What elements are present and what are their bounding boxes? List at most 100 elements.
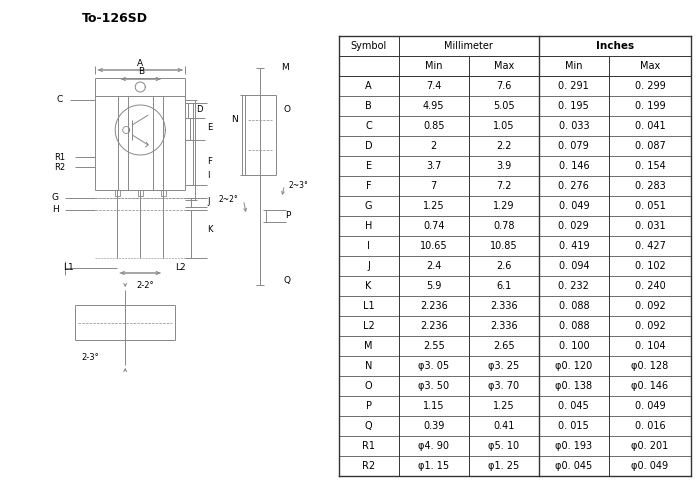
Text: 0. 427: 0. 427 [635,241,665,251]
Text: L1: L1 [363,301,374,311]
Text: A: A [365,81,372,91]
Text: 0. 088: 0. 088 [559,301,590,311]
Text: G: G [365,201,372,211]
Text: Inches: Inches [596,41,634,51]
Text: Min: Min [425,61,443,71]
Text: 0. 102: 0. 102 [635,261,665,271]
Text: 10.85: 10.85 [490,241,518,251]
Text: G: G [52,193,58,202]
Text: Max: Max [493,61,514,71]
Text: N: N [365,361,372,371]
Text: φ0. 049: φ0. 049 [631,461,669,471]
Text: 10.65: 10.65 [420,241,448,251]
Text: 2.336: 2.336 [490,301,518,311]
Text: 0. 092: 0. 092 [635,321,665,331]
Text: L1: L1 [63,263,74,272]
Text: B: B [138,67,144,76]
Text: φ1. 15: φ1. 15 [418,461,450,471]
Text: 1.25: 1.25 [423,201,445,211]
Text: O: O [365,381,372,391]
Text: Q: Q [365,421,372,431]
Text: K: K [365,281,372,291]
Text: 2.6: 2.6 [496,261,512,271]
Text: Symbol: Symbol [351,41,387,51]
Text: 0. 094: 0. 094 [559,261,590,271]
Bar [115,190,120,196]
Text: 0. 232: 0. 232 [558,281,590,291]
Text: 3.7: 3.7 [426,161,441,171]
Text: 0. 033: 0. 033 [559,121,590,131]
Text: 2.236: 2.236 [420,301,448,311]
Text: 2.65: 2.65 [493,341,514,351]
Text: 0. 049: 0. 049 [635,401,665,411]
Text: F: F [207,158,212,167]
Text: φ3. 25: φ3. 25 [488,361,519,371]
Text: φ0. 138: φ0. 138 [555,381,592,391]
Text: 0. 088: 0. 088 [559,321,590,331]
Text: E: E [207,124,212,132]
Text: L2: L2 [363,321,374,331]
Text: 0. 100: 0. 100 [559,341,590,351]
Text: 1.25: 1.25 [493,401,514,411]
Text: 2-3°: 2-3° [81,353,99,362]
Text: φ0. 193: φ0. 193 [555,441,592,451]
Text: N: N [230,116,237,124]
Text: B: B [365,101,372,111]
Text: 0. 419: 0. 419 [559,241,590,251]
Text: 2-2°: 2-2° [136,281,154,290]
Bar [138,190,143,196]
Text: 7.4: 7.4 [426,81,441,91]
Text: 2.2: 2.2 [496,141,512,151]
Text: To-126SD: To-126SD [82,11,148,24]
Text: 0. 051: 0. 051 [635,201,665,211]
Text: φ5. 10: φ5. 10 [488,441,519,451]
Text: 0. 031: 0. 031 [635,221,665,231]
Text: P: P [365,401,372,411]
Text: Millimeter: Millimeter [444,41,493,51]
Text: 3.9: 3.9 [496,161,512,171]
Text: C: C [57,96,63,105]
Text: M: M [365,341,373,351]
Text: 0. 092: 0. 092 [635,301,665,311]
Text: Max: Max [640,61,660,71]
Text: 0. 045: 0. 045 [558,401,590,411]
Text: 0. 291: 0. 291 [558,81,590,91]
Text: 0. 041: 0. 041 [635,121,665,131]
Text: E: E [365,161,372,171]
Text: 0.78: 0.78 [493,221,514,231]
Text: 2.236: 2.236 [420,321,448,331]
Text: Q: Q [283,275,290,285]
Text: 2.55: 2.55 [423,341,445,351]
Text: 0. 154: 0. 154 [635,161,665,171]
Text: L2: L2 [175,263,186,272]
Text: 0. 049: 0. 049 [559,201,590,211]
Text: O: O [283,106,290,115]
Text: 4.95: 4.95 [423,101,445,111]
Text: Min: Min [565,61,583,71]
Text: D: D [365,141,372,151]
Text: R2: R2 [54,163,65,172]
Text: φ0. 201: φ0. 201 [631,441,669,451]
Text: 0.39: 0.39 [423,421,445,431]
Text: M: M [281,63,290,72]
Text: R1: R1 [54,152,65,162]
Text: 1.05: 1.05 [493,121,514,131]
Text: R2: R2 [362,461,375,471]
Text: C: C [365,121,372,131]
Text: 0. 195: 0. 195 [558,101,590,111]
Text: 7.2: 7.2 [496,181,512,191]
Text: φ3. 70: φ3. 70 [488,381,519,391]
Text: 0. 283: 0. 283 [635,181,665,191]
Text: 5.9: 5.9 [426,281,441,291]
Text: 0. 146: 0. 146 [559,161,590,171]
Text: 2: 2 [431,141,437,151]
Text: φ3. 05: φ3. 05 [418,361,450,371]
Text: 5.05: 5.05 [493,101,514,111]
Text: H: H [52,205,58,214]
Text: 2~3°: 2~3° [289,181,308,189]
Text: φ0. 128: φ0. 128 [631,361,669,371]
Text: 0. 029: 0. 029 [558,221,590,231]
Text: 0.41: 0.41 [493,421,514,431]
Text: 6.1: 6.1 [496,281,512,291]
Text: 0. 299: 0. 299 [635,81,665,91]
